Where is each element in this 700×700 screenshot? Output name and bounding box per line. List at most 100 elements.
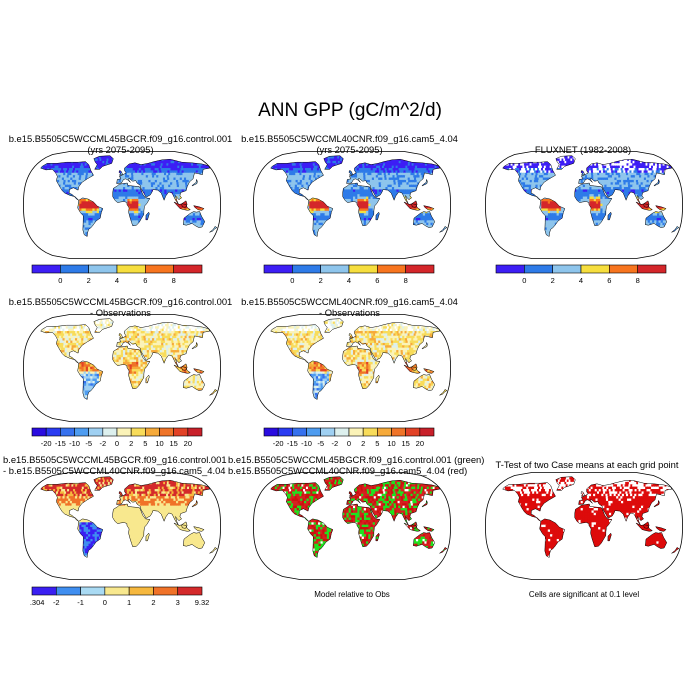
- map-grid-cell: [52, 201, 56, 205]
- map-grid-cell: [129, 232, 133, 236]
- map-grid-cell: [68, 213, 72, 217]
- map-grid-cell: [68, 210, 72, 215]
- map-grid-cell: [105, 220, 109, 224]
- map-grid-cell: [62, 175, 66, 179]
- map-grid-cell: [153, 208, 157, 212]
- map-grid-cell: [99, 229, 103, 234]
- map-grid-cell: [161, 187, 165, 191]
- map-grid-cell: [302, 160, 306, 165]
- map-grid-cell: [138, 196, 142, 200]
- map-grid-cell: [46, 210, 50, 215]
- map-grid-cell: [151, 163, 155, 167]
- map-grid-cell: [360, 168, 364, 172]
- map-grid-cell: [176, 179, 180, 184]
- map-grid-cell: [94, 234, 98, 237]
- map-grid-cell: [362, 170, 366, 174]
- map-grid-cell: [208, 201, 212, 205]
- map-grid-cell: [82, 168, 86, 172]
- map-grid-cell: [114, 194, 118, 198]
- map-grid-cell: [42, 203, 45, 207]
- map-grid-cell: [435, 187, 439, 191]
- map-grid-cell: [40, 229, 42, 234]
- map-grid-cell: [414, 179, 418, 184]
- map-grid-cell: [195, 206, 199, 210]
- map-grid-cell: [116, 222, 120, 226]
- map-grid-cell: [136, 191, 140, 196]
- map-grid-cell: [101, 213, 105, 217]
- map-grid-cell: [309, 189, 313, 193]
- map-grid-cell: [159, 184, 163, 188]
- map-grid-cell: [410, 155, 414, 157]
- map-grid-cell: [405, 177, 409, 181]
- map-grid-cell: [412, 179, 416, 184]
- map-grid-cell: [27, 192, 30, 195]
- map-grid-cell: [174, 155, 178, 157]
- map-grid-cell: [116, 194, 120, 198]
- map-grid-cell: [305, 163, 309, 167]
- map-grid-cell: [42, 234, 46, 237]
- map-grid-cell: [319, 160, 323, 165]
- map-grid-cell: [383, 191, 387, 196]
- map-grid-cell: [80, 158, 84, 162]
- map-grid-cell: [278, 165, 282, 169]
- map-grid-cell: [48, 213, 52, 217]
- map-grid-cell: [375, 158, 379, 162]
- map-grid-cell: [115, 156, 119, 160]
- map-grid-cell: [92, 237, 95, 240]
- map-grid-cell: [280, 165, 284, 169]
- map-grid-cell: [211, 177, 215, 181]
- map-grid-cell: [285, 158, 289, 162]
- map-grid-cell: [324, 184, 328, 188]
- map-grid-cell: [55, 206, 59, 210]
- map-grid-cell: [103, 237, 106, 240]
- map-grid-cell: [133, 175, 137, 179]
- map-grid-cell: [87, 156, 91, 160]
- map-grid-cell: [288, 175, 292, 179]
- map-grid-cell: [293, 196, 297, 200]
- map-grid-cell: [152, 175, 156, 179]
- map-grid-cell: [314, 168, 318, 172]
- map-grid-cell: [257, 194, 260, 197]
- map-grid-cell: [369, 172, 373, 176]
- map-grid-cell: [186, 234, 190, 237]
- map-grid-cell: [337, 182, 341, 186]
- map-grid-cell: [330, 172, 334, 176]
- map-grid-cell: [206, 208, 210, 212]
- map-grid-cell: [415, 165, 419, 169]
- map-grid-cell: [366, 189, 370, 193]
- map-grid-cell: [181, 191, 185, 196]
- map-grid-cell: [398, 156, 402, 160]
- map-grid-cell: [116, 220, 120, 224]
- map-grid-cell: [168, 208, 172, 212]
- map-grid-cell: [283, 158, 287, 162]
- map-grid-cell: [212, 208, 216, 212]
- map-grid-cell: [446, 187, 447, 191]
- map-grid-cell: [402, 168, 406, 172]
- map-grid-cell: [437, 172, 441, 176]
- map-grid-cell: [206, 237, 209, 240]
- map-grid-cell: [407, 175, 411, 179]
- map-grid-cell: [105, 191, 109, 196]
- map-grid-cell: [29, 194, 32, 197]
- map-grid-cell: [31, 232, 34, 235]
- map-grid-cell: [411, 177, 415, 181]
- map-grid-cell: [81, 206, 85, 210]
- map-grid-cell: [61, 177, 65, 181]
- map-grid-cell: [208, 194, 212, 198]
- map-grid-cell: [51, 191, 55, 196]
- map-grid-cell: [423, 170, 427, 174]
- map-grid-cell: [138, 191, 142, 196]
- map-grid-cell: [135, 234, 139, 237]
- map-grid-cell: [379, 156, 383, 160]
- map-grid-cell: [195, 158, 199, 162]
- map-grid-cell: [174, 172, 178, 176]
- map-grid-cell: [94, 170, 98, 174]
- map-grid-cell: [127, 187, 131, 191]
- map-grid-cell: [46, 208, 50, 212]
- map-grid-cell: [217, 199, 220, 202]
- map-grid-cell: [182, 234, 186, 237]
- map-grid-cell: [51, 189, 55, 193]
- map-grid-cell: [209, 172, 213, 176]
- map-grid-cell: [371, 172, 375, 176]
- map-grid-cell: [197, 196, 201, 200]
